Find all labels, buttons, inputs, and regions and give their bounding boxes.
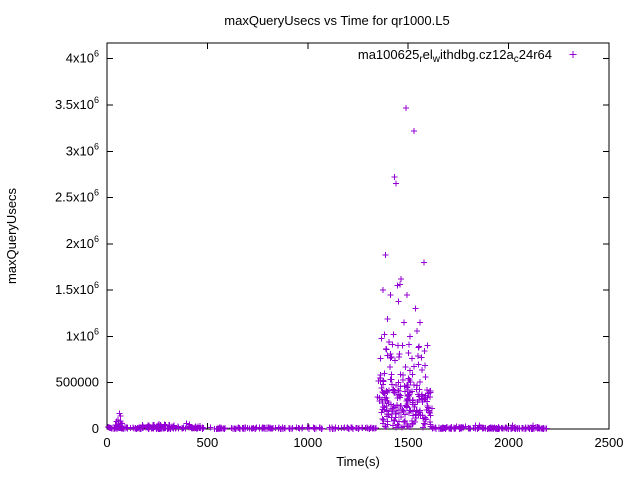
y-tick-label: 1.5x106 — [55, 280, 99, 297]
chart-title: maxQueryUsecs vs Time for qr1000.L5 — [224, 13, 449, 28]
legend-label: ma100625relwithdbg.cz12ac24r64 — [358, 47, 552, 65]
x-tick-label: 500 — [197, 435, 219, 450]
x-ticks — [106, 43, 610, 429]
x-tick-label: 0 — [103, 435, 110, 450]
y-tick-label: 2.5x106 — [55, 188, 99, 205]
y-tick-label: 0 — [92, 421, 99, 436]
x-tick-labels: 0 500 1000 1500 2000 2500 — [103, 435, 623, 450]
x-tick-label: 2000 — [494, 435, 523, 450]
y-tick-labels: 0 500000 1x106 1.5x106 2x106 2.5x106 3x106 3.5x… — [55, 49, 99, 436]
y-axis-label: maxQueryUsecs — [4, 187, 19, 284]
x-tick-label: 1500 — [394, 435, 423, 450]
scatter-points — [105, 105, 550, 432]
y-tick-label: 4x106 — [66, 49, 99, 66]
y-tick-label: 3.5x106 — [55, 95, 99, 112]
y-ticks — [107, 58, 609, 430]
y-tick-label: 3x106 — [66, 141, 99, 158]
y-tick-label: 500000 — [56, 375, 99, 390]
y-tick-label: 2x106 — [66, 234, 99, 251]
plot-border — [106, 42, 610, 430]
x-tick-label: 1000 — [293, 435, 322, 450]
plot-area: 0 500 1000 1500 2000 2500 0 500000 1x106 1.5x106 2… — [55, 42, 623, 450]
x-tick-label: 2500 — [595, 435, 624, 450]
legend: ma100625relwithdbg.cz12ac24r64 — [358, 47, 577, 65]
legend-marker-plus-icon — [569, 51, 577, 58]
y-tick-label: 1x106 — [66, 326, 99, 343]
x-axis-label: Time(s) — [336, 454, 380, 469]
